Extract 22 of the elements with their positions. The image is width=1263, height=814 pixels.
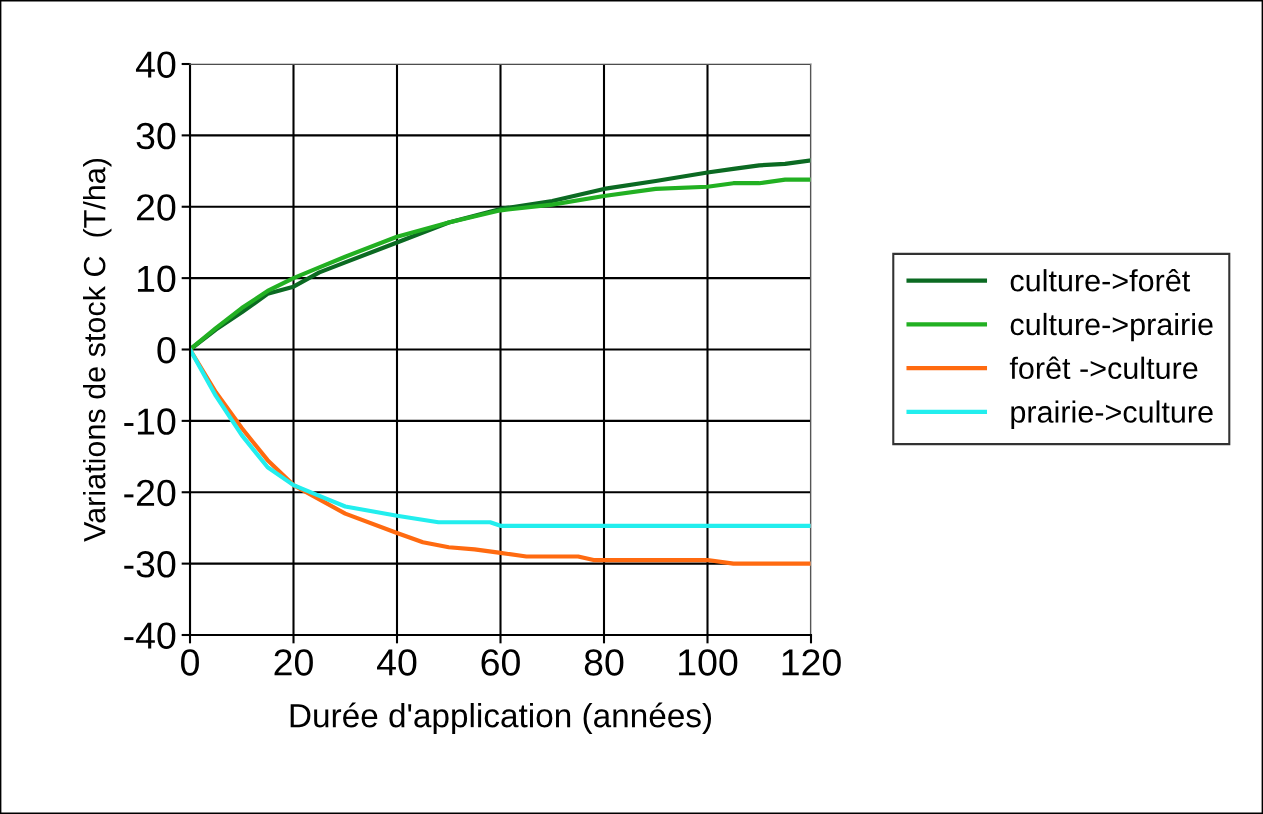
- y-axis-title: Variations de stock C (T/ha): [83, 158, 112, 542]
- y-tick-label: 40: [135, 51, 176, 78]
- x-tick-label: 120: [782, 649, 841, 676]
- y-tick-label: -40: [124, 622, 176, 649]
- x-tick-label: 40: [377, 649, 417, 676]
- y-tick-label: -20: [124, 479, 176, 507]
- y-tick-label: 20: [136, 194, 176, 221]
- x-tick-label: 80: [584, 649, 624, 676]
- y-tick-label: -10: [124, 408, 176, 435]
- x-tick-label: 60: [481, 649, 520, 676]
- x-tick-label: 100: [679, 649, 738, 676]
- legend-label: culture->prairie: [1010, 312, 1213, 342]
- x-tick-label: 0: [181, 649, 199, 676]
- legend-label: forêt ->culture: [1009, 356, 1198, 380]
- y-tick-label: 0: [157, 336, 176, 364]
- legend-label: prairie->culture: [1011, 400, 1213, 429]
- legend-label: culture->forêt: [1010, 269, 1191, 292]
- x-tick-label: 20: [274, 649, 313, 676]
- x-axis-title: Durée d'application (années): [290, 702, 712, 735]
- y-tick-label: -30: [124, 551, 176, 578]
- y-tick-label: 30: [136, 122, 176, 150]
- y-tick-label: 10: [137, 265, 176, 293]
